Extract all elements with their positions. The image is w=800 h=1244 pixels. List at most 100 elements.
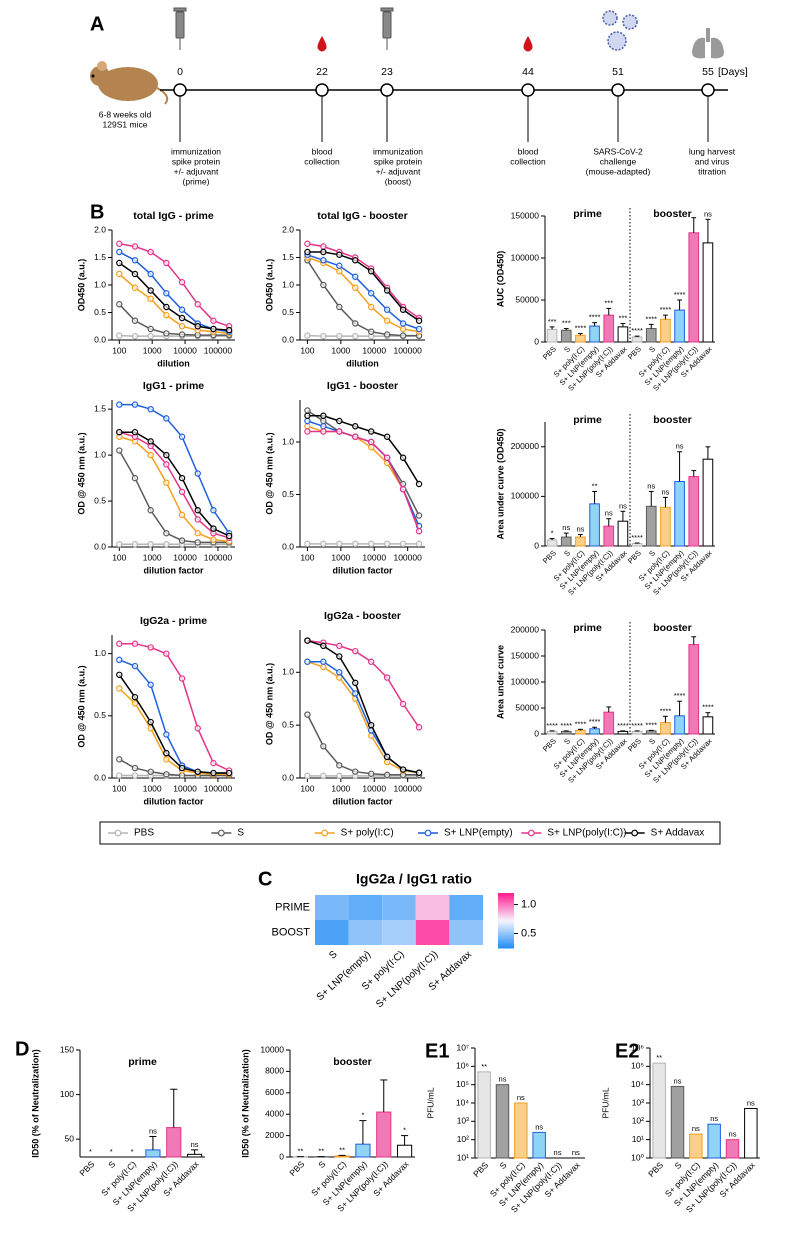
significance-label: ns	[562, 523, 570, 532]
x-tick-label: 10000	[173, 783, 197, 793]
data-point	[116, 332, 123, 339]
data-point	[147, 451, 154, 459]
data-point	[116, 428, 123, 436]
chart-title: IgG1 - booster	[327, 380, 398, 392]
bar	[477, 1071, 491, 1159]
bar	[631, 543, 643, 547]
significance-label: ns	[605, 509, 613, 518]
significance-label: ***	[604, 298, 613, 307]
bar	[575, 334, 586, 343]
data-point	[131, 474, 139, 482]
significance-label: ns	[517, 1093, 525, 1102]
data-point	[304, 711, 311, 718]
group-label: booster	[653, 208, 692, 220]
data-point	[163, 312, 170, 319]
bar	[546, 328, 558, 343]
data-point	[383, 771, 391, 779]
syringe-icon	[173, 7, 394, 50]
y-tick-label: 10⁴	[456, 1097, 469, 1107]
heatmap-cell	[382, 920, 416, 945]
data-point	[415, 769, 423, 776]
significance-label: *	[89, 1147, 92, 1156]
colorbar-segment	[498, 912, 514, 915]
x-tick-label: 10000	[362, 552, 386, 562]
data-point	[304, 240, 311, 247]
bar	[617, 730, 629, 735]
data-point	[163, 461, 170, 468]
data-point	[320, 423, 327, 430]
y-tick-label: 2000	[265, 1130, 284, 1140]
group-label: prime	[573, 208, 602, 220]
bar	[334, 1155, 350, 1158]
data-point	[178, 537, 186, 544]
x-tick-label: 1000	[143, 783, 162, 793]
y-tick-label: 10⁵	[631, 1061, 644, 1071]
event-text: collection	[304, 156, 340, 166]
panel-label: C	[258, 868, 272, 890]
y-tick-label: 10000	[260, 1044, 284, 1054]
colorbar-segment	[498, 895, 514, 898]
row-label: PRIME	[275, 901, 310, 913]
data-point	[399, 700, 407, 708]
legend-label: S+ Addavax	[651, 828, 705, 839]
event-text: lung harvest	[689, 146, 736, 156]
data-point	[367, 268, 375, 275]
data-point	[116, 756, 123, 763]
data-point	[320, 257, 327, 264]
data-point	[415, 724, 423, 731]
data-point	[225, 769, 233, 777]
significance-label: **	[481, 1062, 487, 1071]
data-point	[178, 323, 186, 330]
bar	[495, 1084, 510, 1159]
x-axis-label: dilution	[157, 358, 190, 368]
data-point	[225, 326, 233, 334]
significance-label: ****	[575, 324, 587, 333]
data-point	[116, 685, 123, 692]
mouse-icon	[90, 61, 169, 105]
colorbar-segment	[498, 898, 514, 901]
colorbar-segment	[498, 919, 514, 921]
bar	[575, 536, 586, 547]
data-point	[147, 644, 154, 651]
bar	[688, 476, 700, 547]
y-tick-label: 0	[279, 1151, 284, 1161]
data-point	[320, 642, 327, 650]
data-point	[210, 536, 217, 543]
y-axis-label: Area under curve	[495, 645, 505, 719]
y-tick-label: 1.0	[282, 667, 294, 677]
data-point	[131, 270, 139, 278]
data-point	[367, 770, 375, 777]
x-tick-label: PBS	[626, 736, 643, 753]
y-axis-label: Area under curve (OD450)	[495, 428, 505, 539]
panel-label: A	[90, 13, 104, 35]
data-point	[131, 640, 139, 647]
bar	[725, 1139, 740, 1159]
event-marker	[611, 83, 625, 97]
x-tick-label: PBS	[626, 548, 643, 565]
legend-marker	[527, 829, 535, 837]
heatmap-cell	[449, 895, 483, 920]
series-line	[118, 674, 230, 774]
data-point	[352, 768, 359, 775]
bar	[546, 539, 558, 547]
data-point	[367, 428, 375, 435]
x-axis-label: dilution	[346, 358, 379, 368]
data-point	[320, 417, 327, 425]
significance-label: ns	[747, 1099, 755, 1108]
data-point	[304, 428, 311, 435]
data-point	[131, 332, 139, 340]
significance-label: *	[131, 1147, 134, 1156]
event-day: 23	[381, 66, 393, 78]
data-point	[163, 771, 170, 778]
event-text: blood	[312, 146, 333, 156]
x-tick-label: 100	[300, 552, 314, 562]
colorbar-segment	[498, 897, 514, 899]
data-point	[163, 541, 170, 548]
colorbar-segment	[498, 945, 514, 948]
data-point	[194, 725, 201, 732]
series-line	[119, 403, 230, 534]
significance-label: ****	[631, 721, 643, 730]
data-point	[336, 669, 343, 676]
y-tick-label: 0.0	[94, 541, 106, 551]
data-point	[304, 407, 311, 414]
